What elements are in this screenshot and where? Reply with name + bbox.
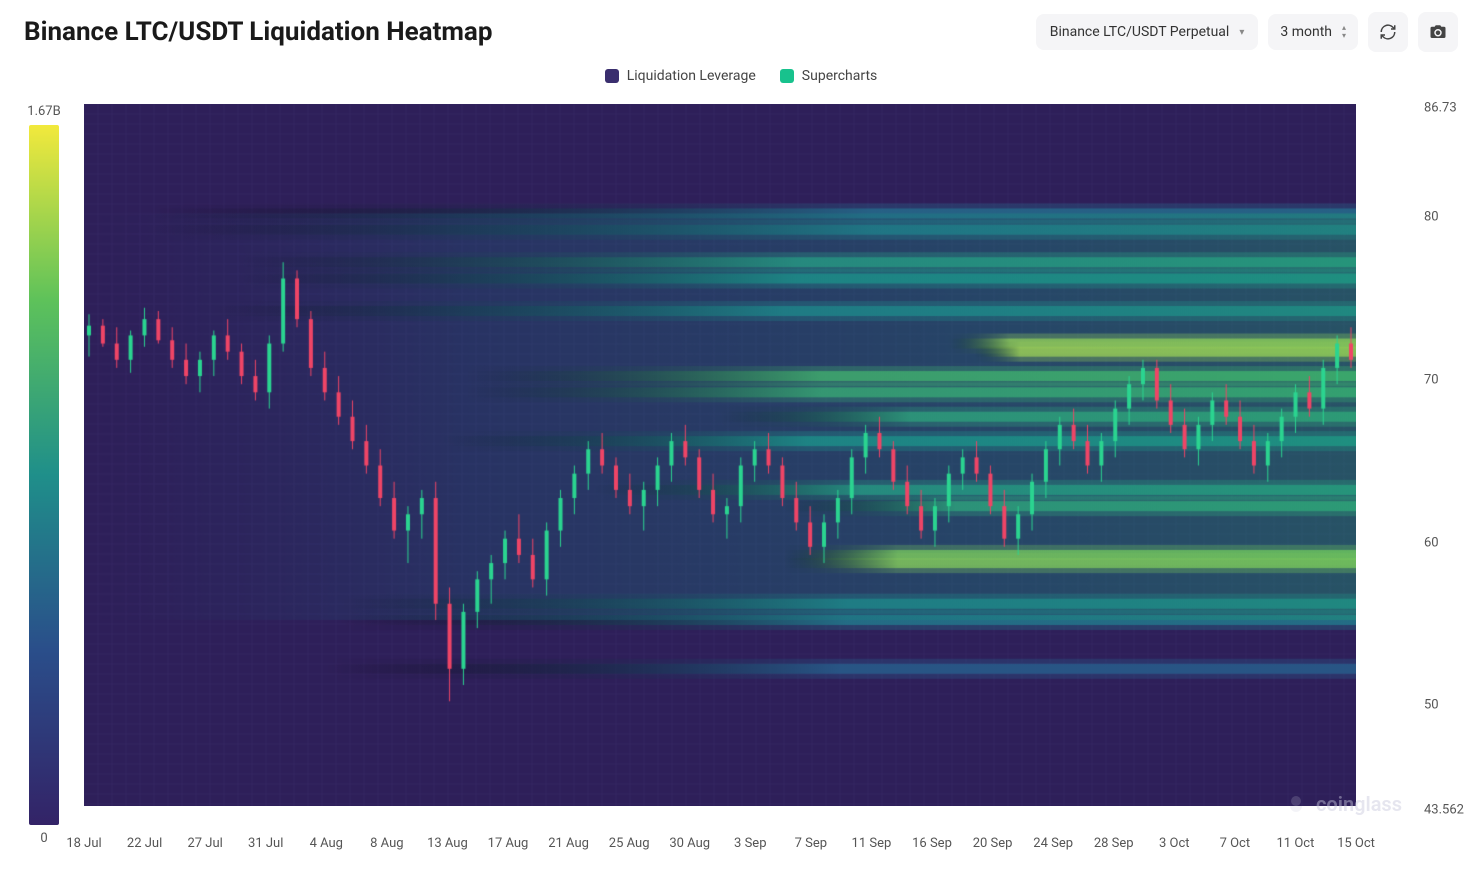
- colorbar: 1.67B 0: [18, 96, 70, 846]
- range-selector[interactable]: 3 month ▴▾: [1268, 14, 1358, 50]
- colorbar-max-label: 1.67B: [27, 104, 60, 119]
- screenshot-button[interactable]: [1418, 12, 1458, 52]
- x-tick-label: 3 Sep: [734, 836, 766, 851]
- x-tick-label: 11 Oct: [1277, 836, 1315, 851]
- x-tick-label: 27 Jul: [187, 836, 222, 851]
- candlestick-layer: [84, 104, 1356, 806]
- legend-label: Supercharts: [802, 68, 877, 84]
- x-tick-label: 4 Aug: [310, 836, 343, 851]
- colorbar-min-label: 0: [40, 831, 47, 846]
- x-tick-label: 20 Sep: [973, 836, 1013, 851]
- legend-item-supercharts[interactable]: Supercharts: [780, 68, 877, 84]
- y-tick-label: 50: [1424, 698, 1439, 713]
- chart-plot[interactable]: [84, 96, 1422, 846]
- chart-legend: Liquidation Leverage Supercharts: [0, 60, 1482, 96]
- range-selector-label: 3 month: [1280, 24, 1332, 40]
- refresh-icon: [1379, 23, 1397, 41]
- x-tick-label: 22 Jul: [127, 836, 162, 851]
- x-tick-label: 25 Aug: [609, 836, 650, 851]
- x-tick-label: 30 Aug: [669, 836, 710, 851]
- x-tick-label: 17 Aug: [488, 836, 529, 851]
- page-title: Binance LTC/USDT Liquidation Heatmap: [24, 17, 492, 47]
- chevron-down-icon: ▾: [1239, 27, 1244, 38]
- y-tick-label: 80: [1424, 210, 1439, 225]
- camera-icon: [1429, 23, 1447, 41]
- y-tick-label: 70: [1424, 373, 1439, 388]
- pair-selector[interactable]: Binance LTC/USDT Perpetual ▾: [1036, 14, 1259, 50]
- x-tick-label: 7 Oct: [1220, 836, 1251, 851]
- refresh-button[interactable]: [1368, 12, 1408, 52]
- y-tick-label: 60: [1424, 535, 1439, 550]
- x-tick-label: 18 Jul: [66, 836, 101, 851]
- x-tick-label: 15 Oct: [1337, 836, 1375, 851]
- x-tick-label: 24 Sep: [1033, 836, 1073, 851]
- pair-selector-label: Binance LTC/USDT Perpetual: [1050, 24, 1230, 40]
- x-tick-label: 7 Sep: [795, 836, 827, 851]
- x-tick-label: 16 Sep: [912, 836, 952, 851]
- y-tick-label: 86.73: [1424, 101, 1457, 116]
- legend-label: Liquidation Leverage: [627, 68, 756, 84]
- x-tick-label: 13 Aug: [427, 836, 468, 851]
- legend-swatch: [605, 69, 619, 83]
- header-controls: Binance LTC/USDT Perpetual ▾ 3 month ▴▾: [1036, 12, 1458, 52]
- x-tick-label: 3 Oct: [1159, 836, 1190, 851]
- x-tick-label: 8 Aug: [370, 836, 403, 851]
- x-tick-label: 11 Sep: [852, 836, 892, 851]
- x-tick-label: 31 Jul: [248, 836, 283, 851]
- colorbar-gradient: [29, 125, 59, 825]
- stepper-icon: ▴▾: [1342, 24, 1346, 40]
- legend-item-liquidation[interactable]: Liquidation Leverage: [605, 68, 756, 84]
- x-tick-label: 28 Sep: [1094, 836, 1134, 851]
- y-tick-label: 43.562: [1424, 803, 1464, 818]
- x-axis: 18 Jul22 Jul27 Jul31 Jul4 Aug8 Aug13 Aug…: [84, 836, 1422, 856]
- y-axis: 86.738070605043.562: [1424, 108, 1468, 820]
- x-tick-label: 21 Aug: [548, 836, 589, 851]
- legend-swatch: [780, 69, 794, 83]
